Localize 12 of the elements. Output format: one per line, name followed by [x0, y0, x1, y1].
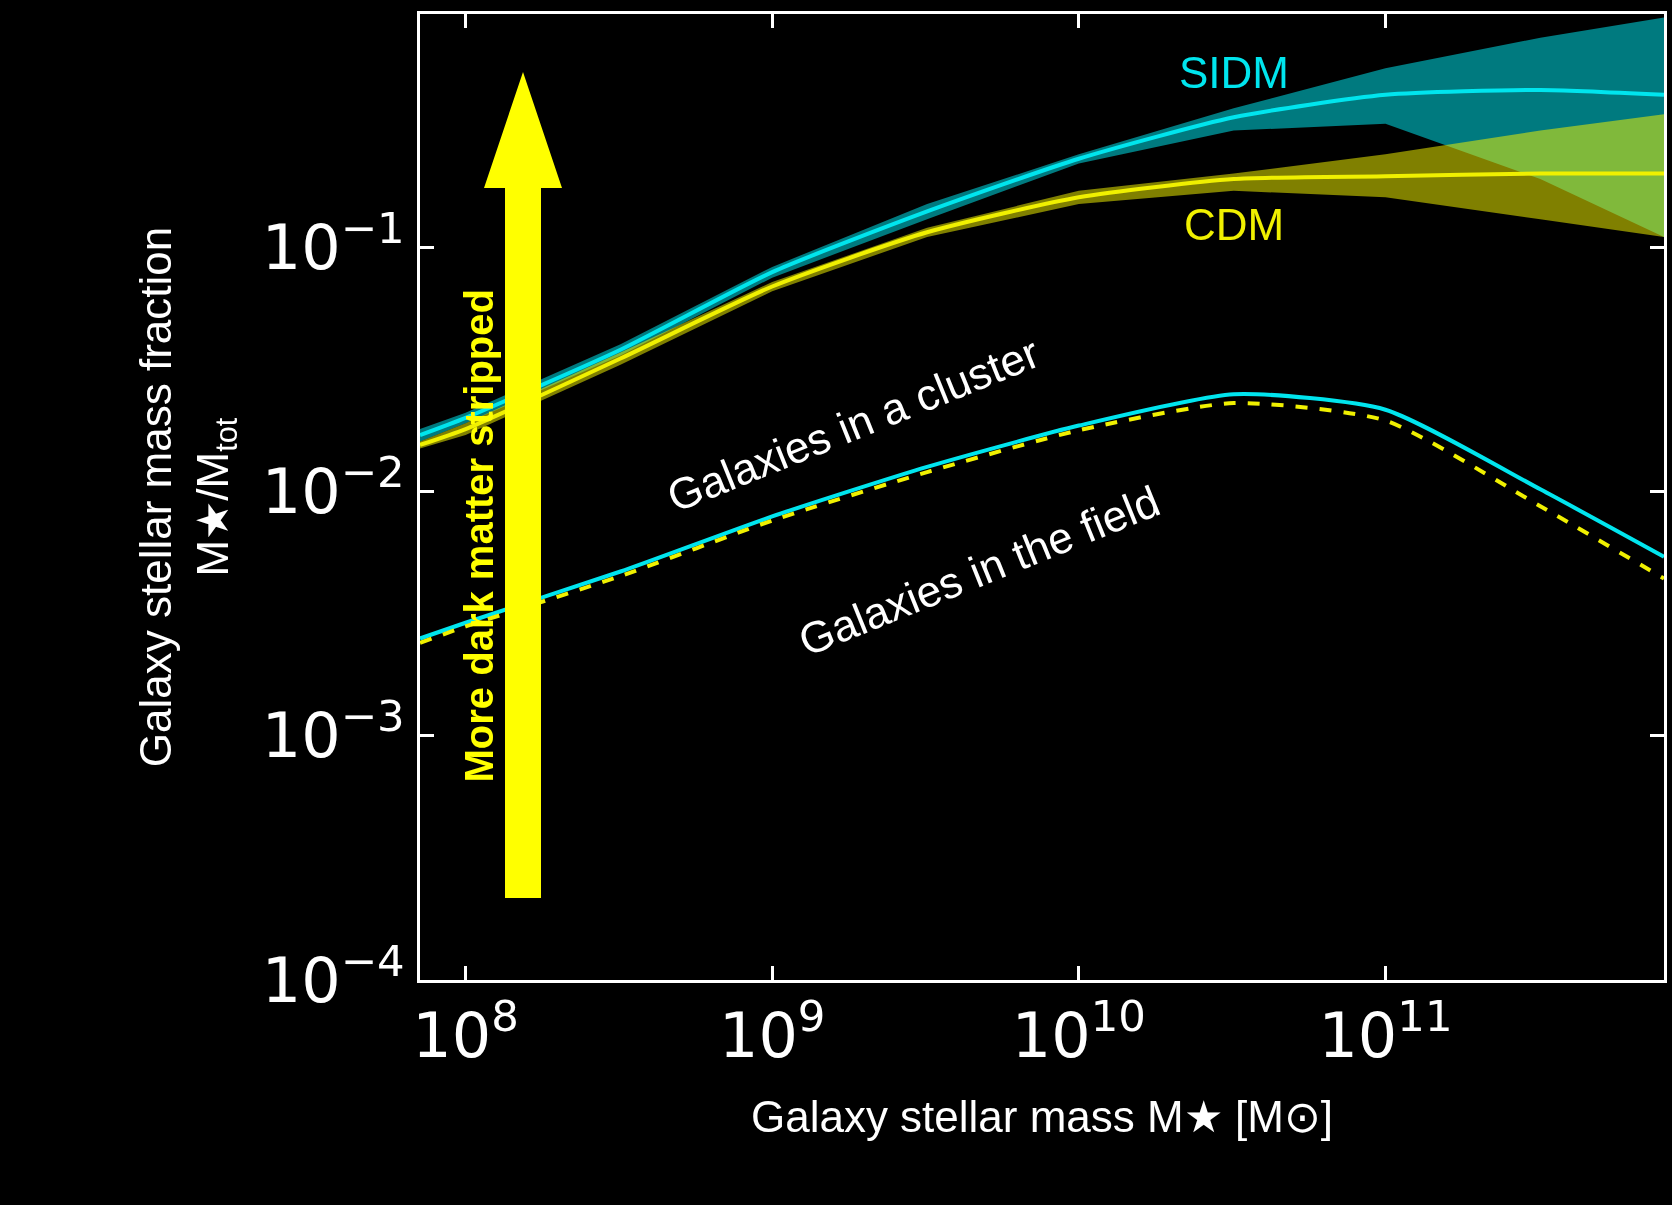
x-axis-title: Galaxy stellar mass M★ [M⊙]: [750, 1091, 1334, 1141]
y-tick-label: 10$^{−4}$: [261, 935, 405, 1017]
x-tick-label: 10$^{11}$: [1318, 991, 1453, 1073]
x-tick-label: 10$^{10}$: [1011, 991, 1146, 1073]
series-label: CDM: [1184, 200, 1285, 249]
x-tick-label: 10$^{8}$: [412, 991, 519, 1073]
y-tick-label: 10$^{−3}$: [261, 691, 405, 773]
y-tick-label: 10$^{−2}$: [261, 447, 405, 529]
x-tick-label: 10$^{9}$: [718, 991, 826, 1073]
annotation: More dark matter stripped: [457, 289, 502, 783]
y-tick-label: 10$^{−1}$: [261, 202, 405, 284]
series-label: SIDM: [1179, 48, 1289, 97]
